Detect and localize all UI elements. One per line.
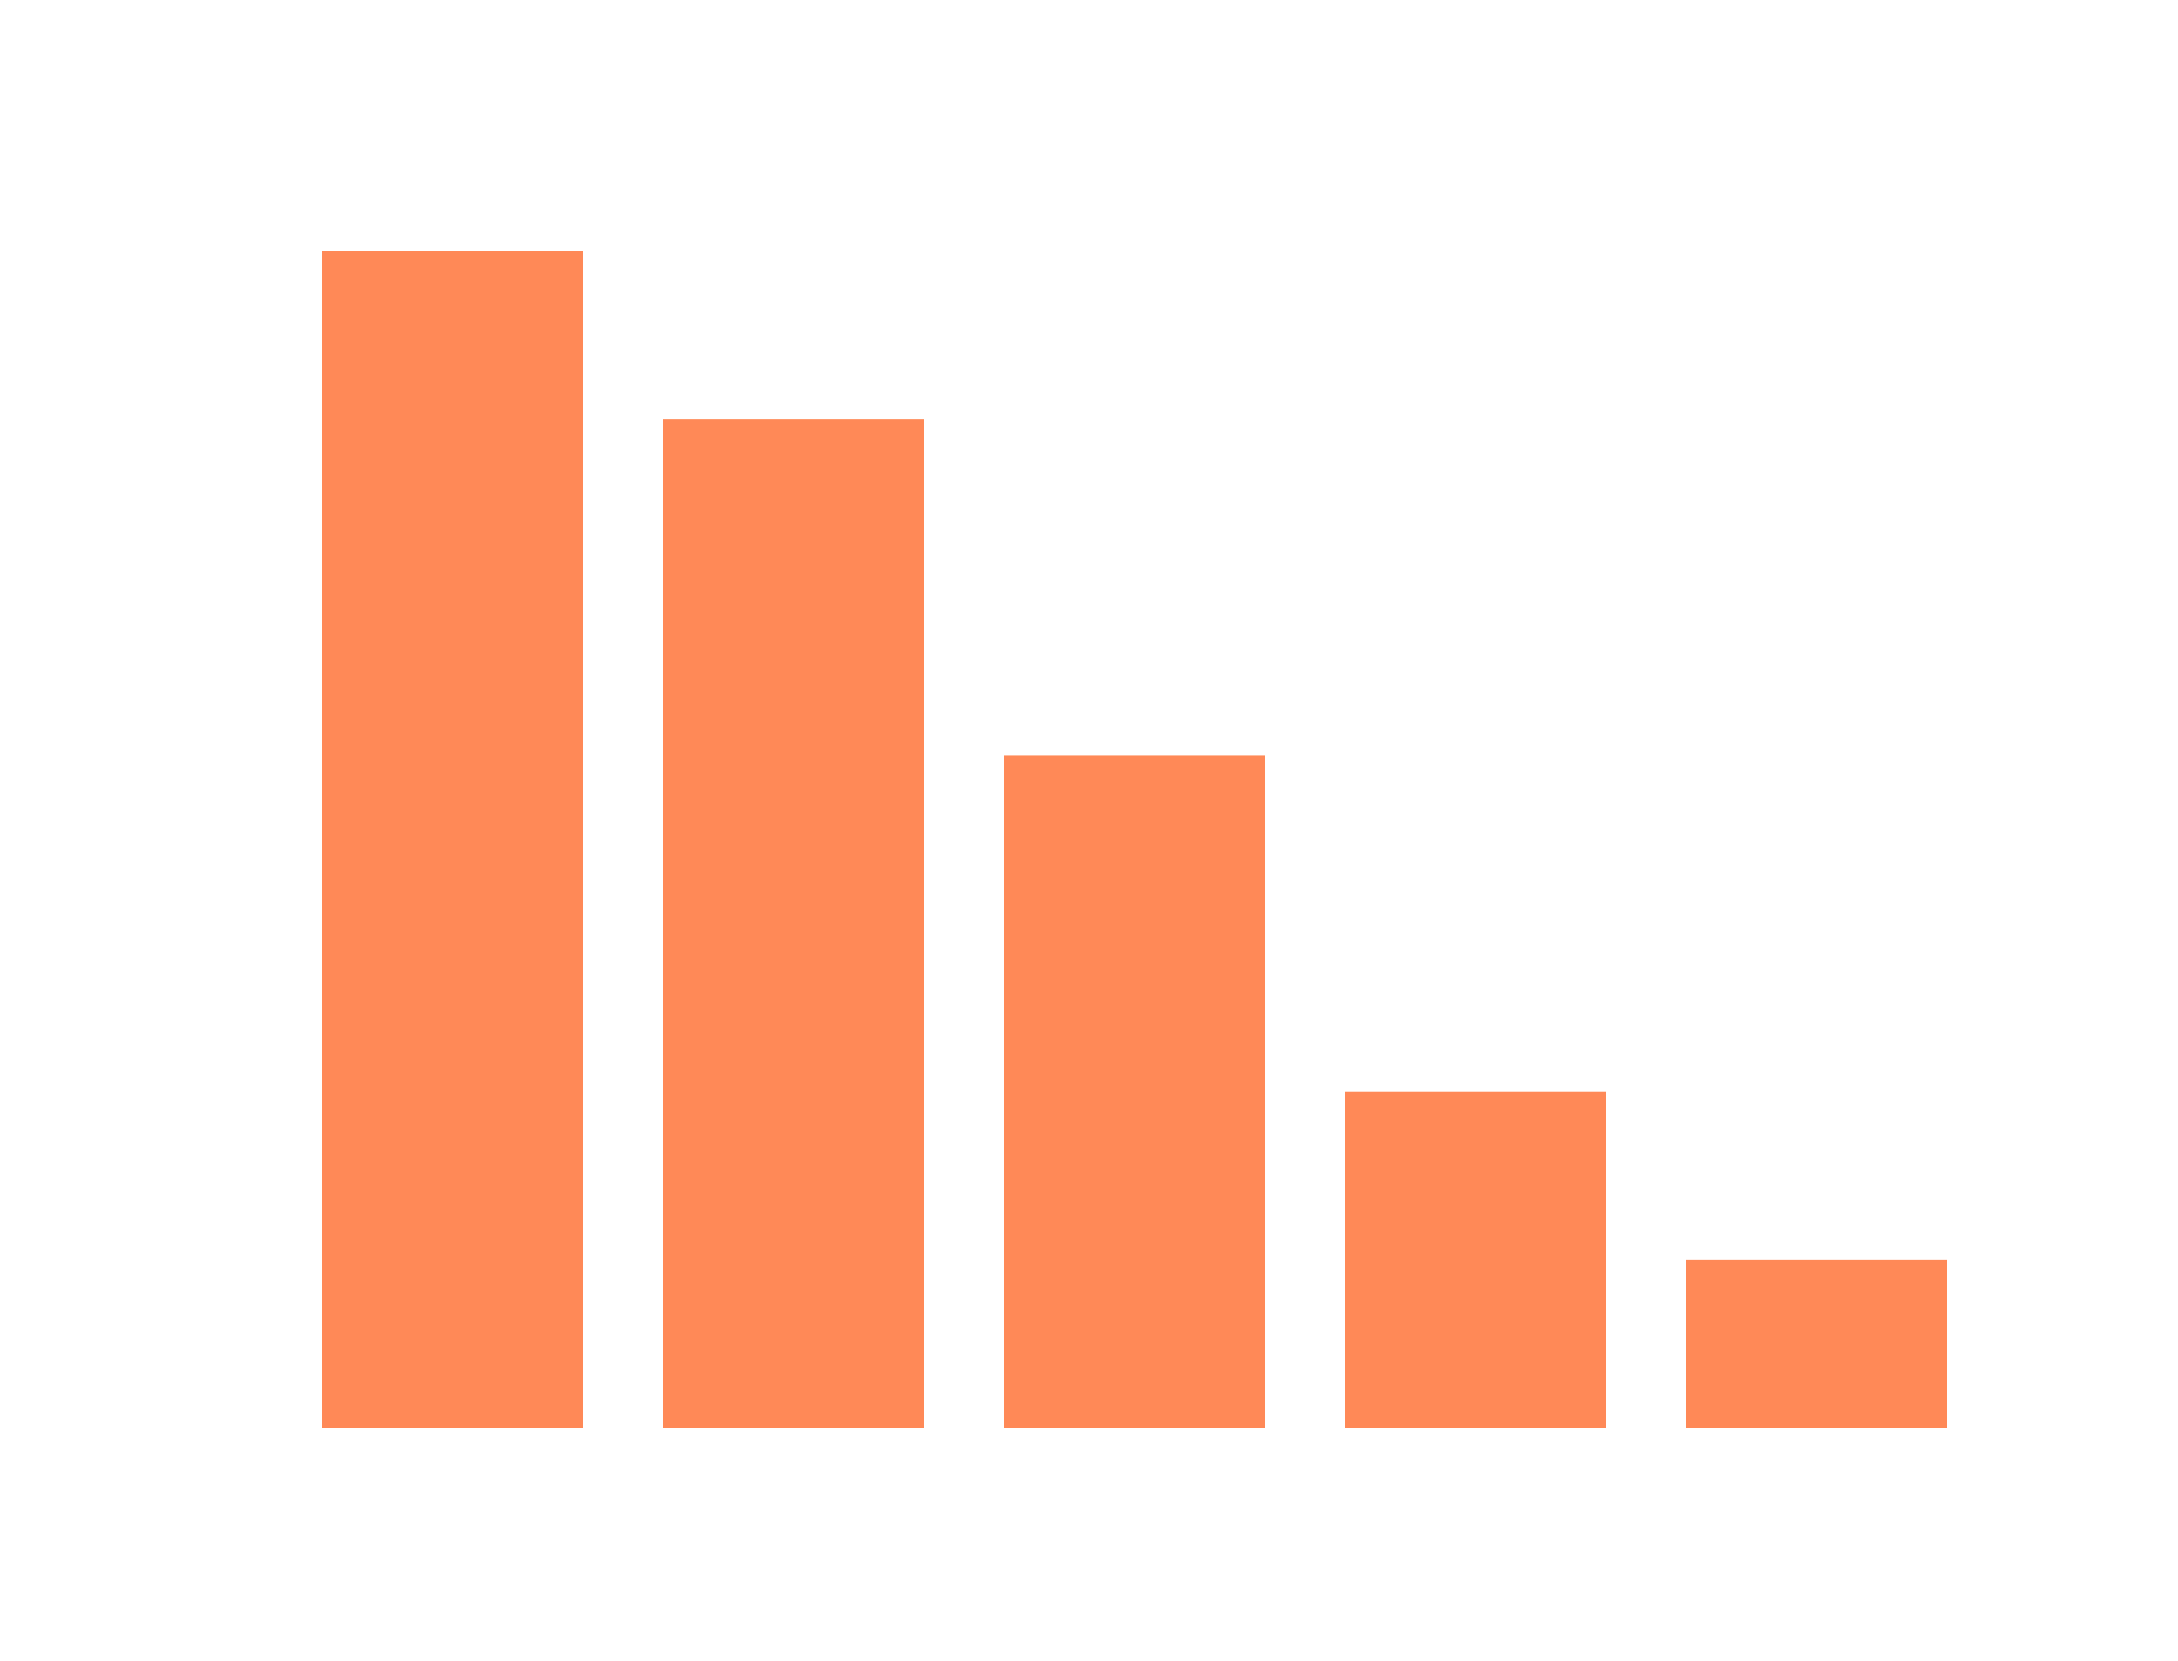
bar-1 xyxy=(322,251,583,1428)
bar-4 xyxy=(1345,1091,1606,1428)
bar-3 xyxy=(1004,755,1265,1428)
bars-group xyxy=(322,251,1947,1429)
bar-5 xyxy=(1686,1259,1947,1428)
bar-2 xyxy=(663,419,924,1429)
